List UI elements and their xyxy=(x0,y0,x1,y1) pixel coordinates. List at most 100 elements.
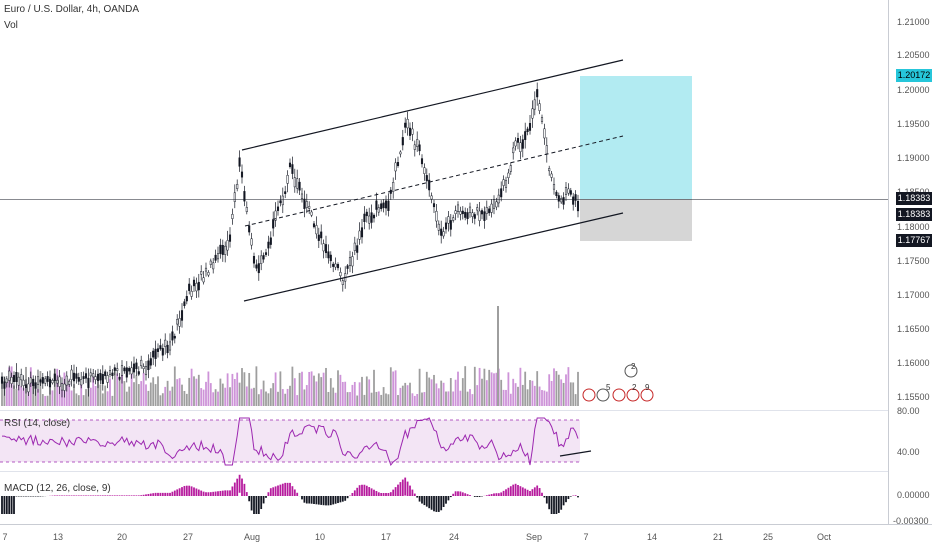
price-tick: 1.21000 xyxy=(897,17,930,27)
macd-bar xyxy=(353,490,356,496)
channel-midline[interactable] xyxy=(244,135,624,227)
candle-body xyxy=(341,280,344,285)
rsi-trendline[interactable] xyxy=(559,450,592,457)
candle-body xyxy=(255,264,258,269)
macd-bar xyxy=(253,496,255,514)
volume-bar xyxy=(358,382,361,406)
candle-body xyxy=(495,201,498,208)
volume-bar xyxy=(370,392,373,406)
event-icon[interactable] xyxy=(624,364,638,378)
stop-price-tag[interactable]: 1.17767 xyxy=(896,234,932,247)
macd-bar xyxy=(73,495,75,496)
channel-upper-line[interactable] xyxy=(241,59,624,151)
macd-bar xyxy=(56,495,59,496)
candle-body xyxy=(353,242,356,251)
macd-bar xyxy=(545,496,548,504)
macd-bar xyxy=(394,487,397,496)
target-zone[interactable] xyxy=(580,76,692,199)
volume-bar xyxy=(101,393,104,406)
rsi-label: RSI (14, close) xyxy=(4,418,71,429)
volume-bar xyxy=(289,385,291,406)
channel-lower-line[interactable] xyxy=(243,212,624,302)
time-tick: 7 xyxy=(2,532,8,542)
macd-bar xyxy=(193,487,195,496)
macd-bar xyxy=(325,496,327,506)
macd-bar xyxy=(118,495,121,496)
candle-body xyxy=(238,157,241,167)
candle-body xyxy=(500,188,503,198)
volume-bar xyxy=(533,385,536,406)
event-icon[interactable] xyxy=(640,388,654,402)
price-pane[interactable] xyxy=(0,0,888,410)
macd-bar xyxy=(85,495,87,496)
event-icon[interactable] xyxy=(612,388,626,402)
volume-bar xyxy=(286,388,289,406)
candle-body xyxy=(113,367,116,371)
stop-zone[interactable] xyxy=(580,199,692,241)
volume-bar xyxy=(478,367,481,406)
macd-bar xyxy=(560,496,563,510)
volume-bar xyxy=(538,386,541,406)
macd-bar xyxy=(133,495,135,496)
volume-bar xyxy=(473,366,476,406)
candle-body xyxy=(514,140,517,147)
candle-body xyxy=(408,127,412,136)
macd-bar xyxy=(538,488,541,496)
candle-body xyxy=(524,131,527,140)
volume-bar xyxy=(149,382,152,406)
macd-bar xyxy=(452,493,455,496)
volume-bar xyxy=(262,380,265,406)
volume-bar xyxy=(195,378,198,406)
target-price-tag[interactable]: 1.20172 xyxy=(896,69,932,82)
entry-price-tag[interactable]: 1.18383 xyxy=(896,208,932,221)
event-icon[interactable] xyxy=(596,388,610,402)
candle-body xyxy=(17,376,20,386)
candle-body xyxy=(476,207,479,211)
volume-bar xyxy=(397,395,399,406)
candle-body xyxy=(521,139,524,149)
time-tick: 27 xyxy=(182,532,194,542)
macd-bar xyxy=(514,483,517,496)
macd-bar xyxy=(375,491,378,496)
volume-spike xyxy=(497,306,499,406)
volume-bar xyxy=(185,393,188,406)
macd-bar xyxy=(185,485,188,496)
volume-bar xyxy=(514,383,517,406)
event-markers[interactable] xyxy=(582,364,654,402)
candle-body xyxy=(281,195,284,206)
candle-body xyxy=(161,348,164,356)
candle-body xyxy=(84,373,88,379)
candle-body xyxy=(164,339,167,347)
macd-bar xyxy=(106,495,109,496)
candle-body xyxy=(430,195,433,200)
macd-bar xyxy=(488,494,491,496)
candle-body xyxy=(92,373,95,378)
volume-bar xyxy=(209,383,212,406)
last-price-tag[interactable]: 1.18383 xyxy=(896,192,932,205)
macd-bar xyxy=(63,495,66,496)
candle-body xyxy=(490,203,493,213)
candle-body xyxy=(473,214,476,219)
volume-bar xyxy=(109,378,111,406)
volume-bar xyxy=(293,378,296,406)
volume-bar xyxy=(226,373,229,406)
volume-bar xyxy=(509,393,512,406)
candle-body xyxy=(404,122,407,128)
candle-body xyxy=(118,376,121,380)
event-icon[interactable] xyxy=(626,388,640,402)
volume-bar xyxy=(377,391,380,406)
candle-body xyxy=(440,228,443,236)
price-tick: 1.19500 xyxy=(897,119,930,129)
candle-body xyxy=(180,310,184,321)
event-icon[interactable] xyxy=(582,388,596,402)
time-tick: 14 xyxy=(646,532,658,542)
macd-bar xyxy=(166,492,169,496)
volume-bar xyxy=(113,367,116,406)
volume-bar xyxy=(68,380,71,406)
volume-bar xyxy=(181,384,183,406)
candle-body xyxy=(533,99,536,110)
candle-body xyxy=(303,198,306,209)
volume-bar xyxy=(493,373,495,406)
candle-body xyxy=(526,128,529,132)
